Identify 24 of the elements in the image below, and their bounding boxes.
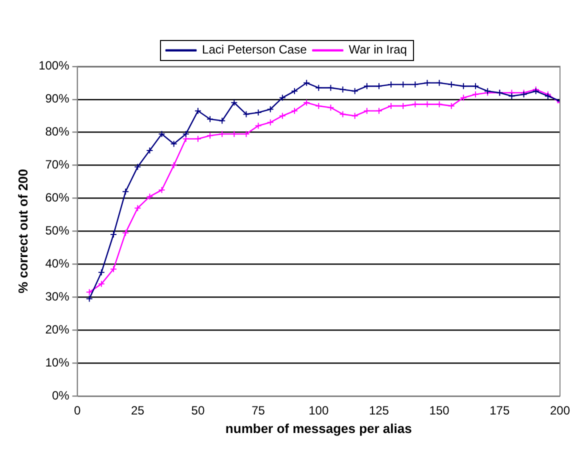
y-tick-label: 70% [45,158,70,172]
x-axis-title: number of messages per alias [225,420,412,436]
legend-label: Laci Peterson Case [202,42,308,57]
y-tick-label: 90% [45,92,70,106]
y-tick-label: 100% [38,58,70,73]
y-tick-label: 20% [45,322,70,336]
x-tick-label: 0 [74,404,81,418]
x-tick-label: 100 [308,404,329,418]
legend-label: War in Iraq [348,42,407,57]
x-tick-label: 200 [550,404,570,418]
x-tick-label: 150 [429,404,450,418]
y-tick-label: 60% [45,190,70,205]
y-tick-label: 40% [45,256,70,270]
y-tick-label: 0% [52,388,70,402]
y-tick-label: 80% [45,124,70,139]
x-tick-label: 125 [368,404,390,418]
y-axis-title: % correct out of 200 [15,169,30,294]
x-tick-label: 25 [130,404,145,418]
x-tick-label: 175 [490,404,510,418]
y-tick-label: 30% [45,289,70,304]
x-tick-label: 50 [191,404,205,418]
y-tick-label: 10% [45,355,70,370]
x-tick-label: 75 [252,404,266,418]
y-tick-label: 50% [45,224,70,238]
